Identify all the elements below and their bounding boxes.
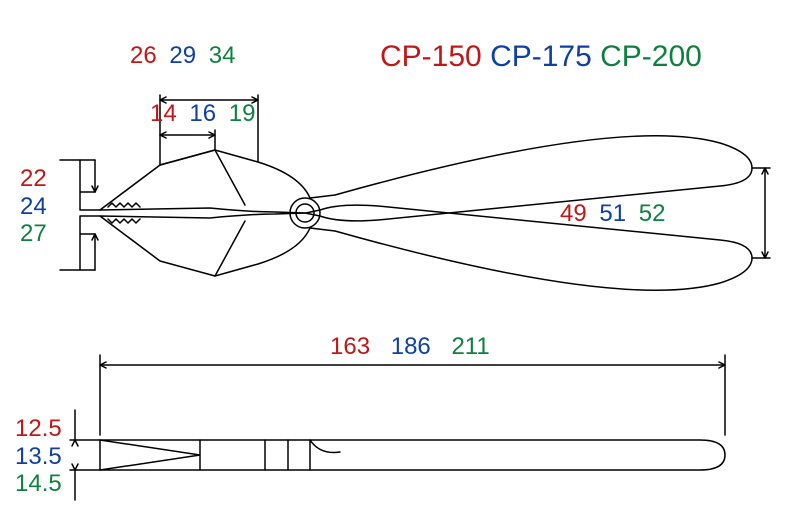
dim-handle-span-cp150: 49 (560, 200, 587, 227)
dim-thickness-cp175: 13.5 (15, 443, 62, 471)
dim-flat-width-cp150: 14 (150, 100, 177, 127)
dim-length: 163 186 211 (330, 333, 496, 361)
dim-head-width-cp150: 26 (130, 42, 157, 69)
dim-length-cp175: 186 (391, 333, 431, 360)
dim-jaw-open-cp175: 24 (20, 193, 47, 221)
dim-handle-span-cp200: 52 (639, 200, 666, 227)
dim-flat-width-cp200: 19 (229, 100, 256, 127)
dim-jaw-open-cp150: 22 (20, 165, 47, 193)
legend-cp175: CP-175 (490, 40, 592, 73)
dim-length-cp200: 211 (451, 333, 489, 360)
legend-cp150: CP-150 (380, 40, 482, 73)
dim-jaw-open-cp200: 27 (20, 220, 47, 248)
dim-handle-span-cp175: 51 (599, 200, 626, 227)
legend-cp200: CP-200 (600, 40, 702, 73)
dim-flat-width-cp175: 16 (189, 100, 216, 127)
dim-head-width-cp200: 34 (209, 42, 236, 69)
dim-jaw-open: 22 24 27 (20, 165, 47, 248)
dim-flat-width: 14 16 19 (150, 100, 261, 128)
dim-thickness-cp200: 14.5 (15, 470, 62, 498)
dim-thickness: 12.5 13.5 14.5 (15, 415, 62, 498)
dim-handle-span: 49 51 52 (560, 200, 671, 228)
dim-thickness-cp150: 12.5 (15, 415, 62, 443)
dim-length-cp150: 163 (330, 333, 370, 360)
dim-head-width-cp175: 29 (169, 42, 196, 69)
legend: CP-150 CP-175 CP-200 (380, 40, 702, 74)
dim-head-width: 26 29 34 (130, 42, 241, 70)
pliers-diagram (0, 0, 800, 521)
